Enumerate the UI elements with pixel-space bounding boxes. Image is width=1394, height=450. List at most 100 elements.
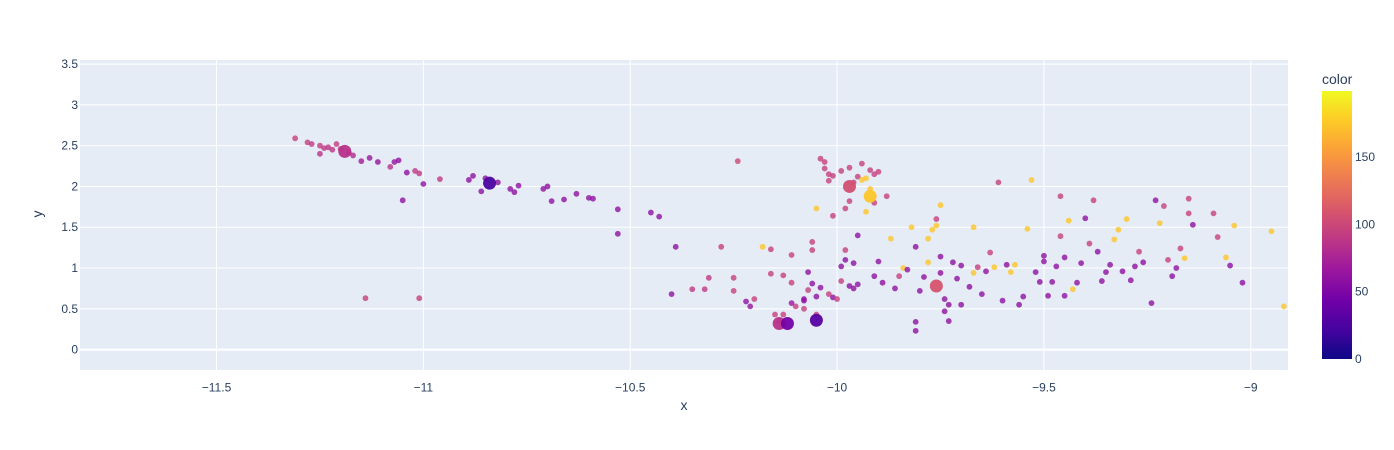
data-point [842, 256, 849, 263]
data-point [317, 150, 323, 157]
data-point [958, 262, 965, 269]
data-point [1049, 278, 1056, 285]
y-axis-ticks: 0 0.5 1 1.5 2 2.5 3 3.5 [61, 57, 78, 357]
data-point [817, 284, 824, 291]
data-point [929, 226, 936, 233]
data-point [780, 272, 787, 279]
data-point [730, 274, 737, 281]
data-point [1069, 286, 1076, 293]
data-point [1090, 197, 1097, 204]
data-point [925, 235, 931, 242]
data-point [970, 270, 977, 276]
data-point [1036, 278, 1043, 285]
plot-area [80, 60, 1288, 370]
colorbar: color 0 50 100 150 [1322, 71, 1375, 366]
data-point [978, 291, 985, 298]
data-point [358, 158, 365, 165]
data-point [846, 198, 853, 205]
x-tick-label: −11.5 [202, 381, 232, 395]
data-point [333, 141, 340, 147]
highlighted-point [842, 179, 856, 193]
data-point [416, 295, 423, 302]
data-point [1007, 269, 1014, 276]
data-point [933, 216, 940, 222]
y-tick-label: 3 [71, 98, 78, 112]
colorbar-ticks: 0 50 100 150 [1355, 150, 1375, 366]
data-point [437, 176, 443, 183]
data-point [1140, 259, 1147, 266]
data-point [912, 327, 919, 334]
x-tick-label: −9.5 [1032, 381, 1056, 395]
data-point [954, 275, 960, 282]
data-point [308, 141, 315, 147]
data-point [970, 224, 977, 231]
data-point [544, 183, 551, 190]
data-point [292, 135, 299, 142]
data-point [772, 311, 778, 318]
x-tick-label: −10 [827, 381, 848, 395]
data-point [1268, 228, 1275, 235]
data-point [1111, 236, 1118, 243]
data-point [904, 266, 911, 273]
highlighted-point [929, 279, 943, 293]
data-point [825, 177, 832, 184]
data-point [362, 295, 369, 302]
data-point [809, 247, 816, 253]
data-point [730, 287, 737, 294]
data-point [830, 172, 836, 179]
data-point [718, 243, 725, 250]
data-point [747, 303, 754, 310]
data-point [1028, 177, 1035, 183]
data-point [590, 195, 596, 202]
data-point [1016, 301, 1022, 308]
y-tick-label: 3.5 [61, 57, 78, 71]
data-point [374, 159, 381, 165]
data-point [937, 202, 944, 209]
data-point [648, 209, 654, 216]
data-point [1020, 293, 1027, 300]
data-point [974, 264, 981, 271]
data-point [958, 301, 965, 308]
data-point [879, 279, 886, 286]
data-point [838, 263, 845, 270]
data-point [821, 159, 828, 165]
data-point [1227, 262, 1233, 269]
data-point [937, 270, 944, 276]
data-point [983, 268, 989, 275]
data-point [908, 224, 915, 231]
data-point [858, 160, 865, 167]
data-point [759, 243, 766, 250]
data-point [788, 252, 795, 258]
data-point [767, 246, 774, 253]
data-point [494, 179, 501, 186]
data-point [912, 243, 919, 250]
data-point [672, 243, 679, 250]
colorbar-tick-label: 100 [1355, 217, 1375, 231]
data-point [995, 179, 1002, 186]
y-tick-label: 1.5 [61, 220, 78, 234]
data-point [912, 318, 919, 325]
colorbar-title: color [1322, 71, 1353, 87]
data-point [1115, 226, 1122, 233]
data-point [821, 165, 828, 172]
data-point [780, 311, 787, 318]
data-point [941, 308, 948, 315]
data-point [850, 285, 857, 292]
data-point [734, 158, 741, 165]
data-point [751, 296, 758, 302]
data-point [1231, 222, 1238, 229]
y-tick-label: 0 [71, 343, 78, 357]
data-point [329, 146, 336, 153]
data-point [1057, 193, 1064, 200]
data-point [788, 279, 795, 286]
data-point [1280, 303, 1287, 310]
data-point [403, 169, 410, 176]
data-point [801, 305, 807, 312]
data-point [867, 167, 874, 174]
colorbar-gradient [1322, 91, 1352, 359]
data-point [883, 193, 890, 200]
data-point [825, 291, 832, 298]
data-point [767, 270, 774, 277]
data-point [854, 281, 861, 288]
